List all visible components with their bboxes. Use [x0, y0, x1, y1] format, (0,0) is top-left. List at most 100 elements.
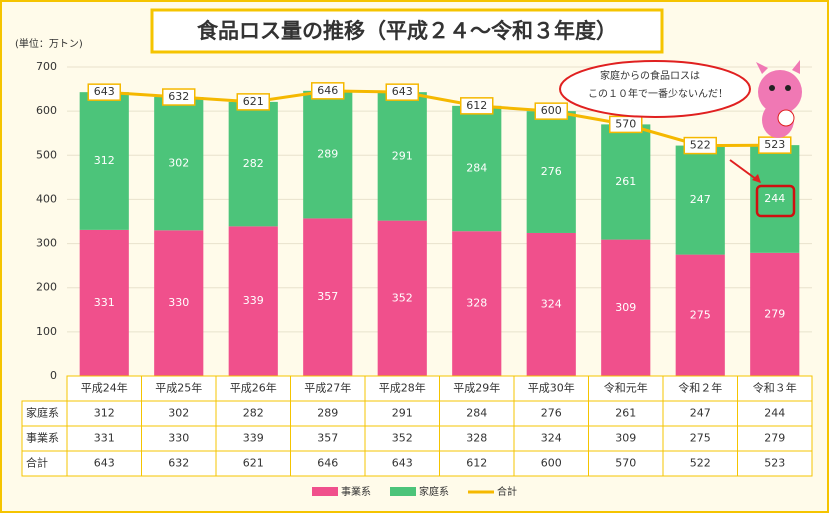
legend-label: 家庭系 — [419, 485, 449, 498]
table-cell: 275 — [690, 432, 711, 445]
y-tick-label: 100 — [36, 325, 57, 338]
value-label: 600 — [541, 104, 562, 117]
bar — [154, 97, 204, 231]
legend-label: 合計 — [497, 485, 517, 498]
bar — [303, 218, 353, 376]
table-cell: 339 — [243, 432, 264, 445]
x-tick-label: 平成25年 — [155, 381, 202, 395]
row-label: 家庭系 — [26, 406, 59, 420]
value-label: 244 — [764, 192, 785, 205]
table-cell: 279 — [764, 432, 785, 445]
y-tick-label: 600 — [36, 104, 57, 117]
value-label: 279 — [764, 307, 785, 320]
value-label: 339 — [243, 294, 264, 307]
label-box — [460, 97, 494, 115]
x-tick-label: 平成27年 — [304, 381, 351, 395]
table-cell: 330 — [168, 432, 189, 445]
bar — [228, 101, 278, 227]
label-box — [683, 136, 717, 155]
y-tick-label: 300 — [36, 237, 57, 250]
table-cell: 291 — [392, 407, 413, 420]
table-cell: 247 — [690, 407, 711, 420]
y-tick-label: 500 — [36, 148, 57, 161]
x-tick-label: 平成30年 — [528, 381, 575, 395]
legend-swatch — [312, 487, 338, 496]
y-tick-label: 200 — [36, 281, 57, 294]
label-box — [385, 83, 419, 101]
label-box — [311, 82, 345, 100]
arrow-head — [752, 174, 761, 183]
table-cell: 302 — [168, 407, 189, 420]
value-label: 282 — [243, 157, 264, 170]
table-cell: 331 — [94, 432, 115, 445]
bar — [526, 111, 576, 233]
value-label: 324 — [541, 297, 562, 310]
table-cell: 282 — [243, 407, 264, 420]
x-tick-label: 令和元年 — [604, 381, 648, 395]
table-cell: 570 — [615, 457, 636, 470]
x-tick-label: 令和３年 — [753, 381, 797, 395]
value-label: 261 — [615, 175, 636, 188]
bar — [750, 252, 800, 376]
value-label: 247 — [690, 193, 711, 206]
x-tick-label: 平成26年 — [230, 381, 277, 395]
table-cell: 328 — [466, 432, 487, 445]
total-line — [104, 89, 775, 148]
y-tick-label: 0 — [50, 369, 57, 382]
value-label: 646 — [317, 84, 338, 97]
table-cell: 522 — [690, 457, 711, 470]
value-label: 522 — [690, 139, 711, 152]
annotation: この１０年で一番少ないんだ！ — [588, 87, 728, 100]
value-label: 275 — [690, 308, 711, 321]
value-label: 276 — [541, 165, 562, 178]
value-label: 302 — [168, 157, 189, 170]
legend-label: 事業系 — [341, 485, 371, 498]
label-box — [87, 83, 121, 101]
value-label: 570 — [615, 117, 636, 130]
table-cell: 643 — [94, 457, 115, 470]
bar — [377, 220, 427, 376]
bar — [303, 90, 353, 219]
legend-swatch — [390, 487, 416, 496]
bar — [675, 145, 725, 255]
value-label: 523 — [764, 138, 785, 151]
x-tick-label: 平成29年 — [453, 381, 500, 395]
annotation: 家庭からの食品ロスは — [600, 69, 700, 82]
value-label: 330 — [168, 296, 189, 309]
label-box — [534, 102, 568, 120]
plot: 0 100 200 300 400 500 600 700 331 312 330 302 339 282… — [21, 60, 813, 498]
table-cell: 621 — [243, 457, 264, 470]
table-cell: 289 — [317, 407, 338, 420]
y-tick-label: 400 — [36, 192, 57, 205]
bar — [154, 230, 204, 376]
bar — [675, 254, 725, 376]
row-label: 合計 — [26, 456, 48, 470]
value-label: 309 — [615, 301, 636, 314]
table — [21, 400, 813, 477]
value-label: 632 — [168, 90, 189, 103]
bar — [228, 226, 278, 376]
chart-title: 食品ロス量の推移（平成２４～令和３年度） — [197, 19, 617, 43]
table-cell: 600 — [541, 457, 562, 470]
value-label: 284 — [466, 162, 487, 175]
table-cell: 261 — [615, 407, 636, 420]
table-cell: 643 — [392, 457, 413, 470]
x-tick-label: 平成24年 — [81, 381, 128, 395]
table-cell: 357 — [317, 432, 338, 445]
row-label: 事業系 — [26, 432, 59, 445]
value-label: 357 — [317, 290, 338, 303]
x-tick-label: 令和２年 — [678, 381, 722, 395]
y-axis-label: (単位：万トン) — [15, 37, 83, 50]
table-cell: 276 — [541, 407, 562, 420]
table-cell: 632 — [168, 457, 189, 470]
x-tick-label: 平成28年 — [379, 381, 426, 395]
title-box — [150, 8, 664, 54]
bar — [79, 92, 129, 230]
highlight-box — [755, 184, 796, 218]
value-label: 312 — [94, 154, 115, 167]
table-cell: 309 — [615, 432, 636, 445]
bar — [79, 229, 129, 376]
bar — [377, 92, 427, 221]
table-cell: 523 — [764, 457, 785, 470]
